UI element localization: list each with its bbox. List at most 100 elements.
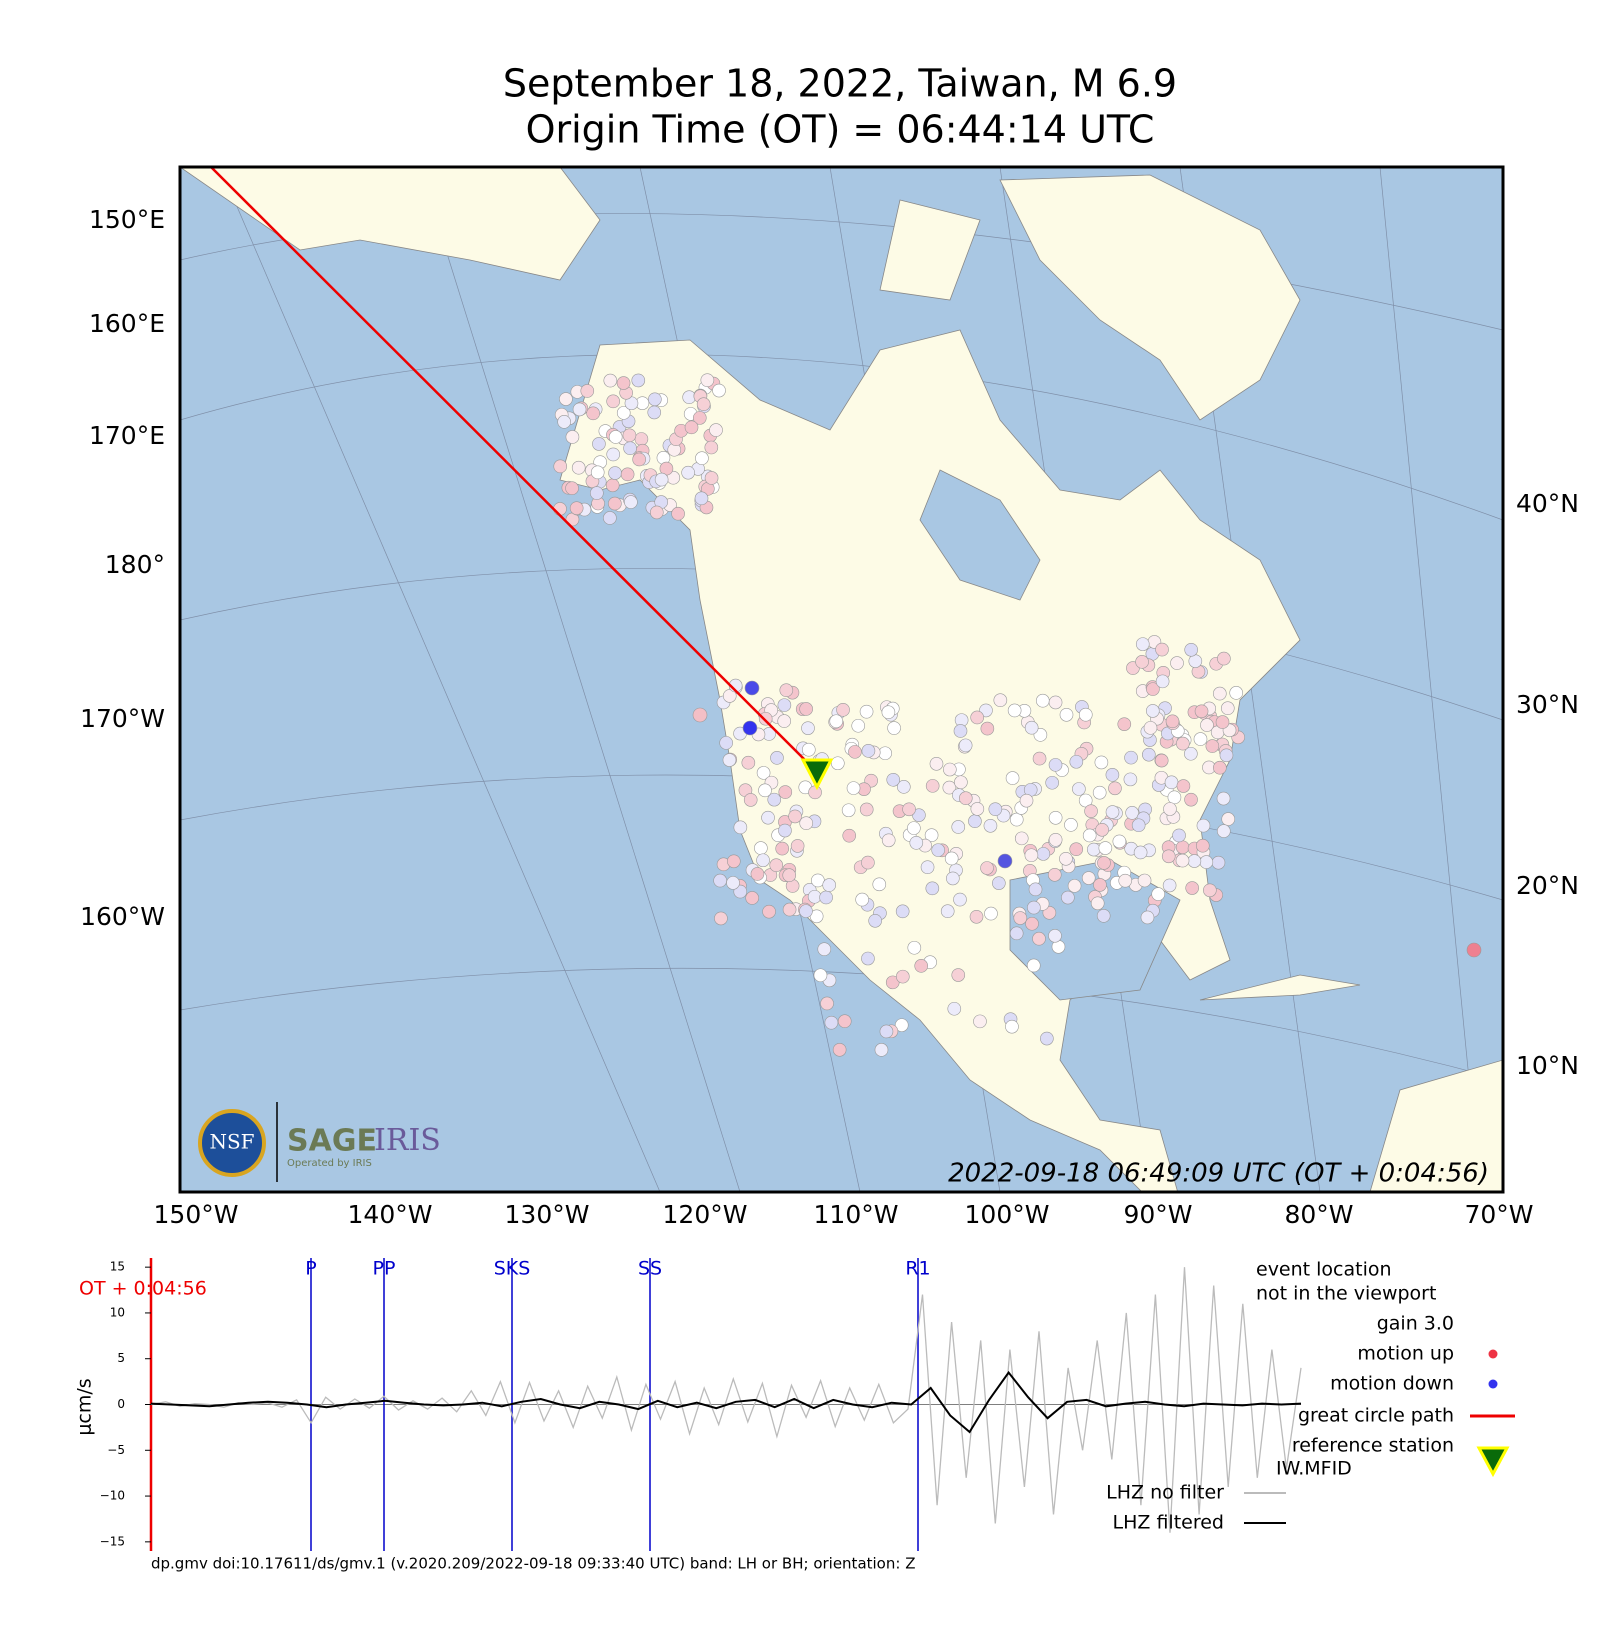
station-marker	[811, 873, 825, 888]
station-marker	[1005, 771, 1020, 785]
legend-text: event location	[1256, 1259, 1392, 1281]
station-marker	[1203, 883, 1217, 898]
station-marker	[603, 373, 618, 388]
station-marker	[1184, 642, 1198, 657]
station-marker	[799, 702, 813, 716]
land	[180, 167, 1503, 1192]
station-marker	[606, 394, 620, 409]
station-marker	[894, 1018, 909, 1032]
station-marker	[754, 841, 768, 855]
station-marker	[620, 467, 635, 482]
station-marker	[1219, 748, 1234, 763]
station-marker	[958, 738, 973, 753]
station-marker	[1009, 812, 1024, 827]
station-marker	[887, 721, 901, 735]
station-marker	[569, 501, 584, 515]
legend-text: motion down	[1330, 1373, 1454, 1395]
station-marker	[1229, 686, 1244, 700]
station-marker	[770, 751, 784, 765]
lon-label: 70°W	[1464, 1200, 1533, 1229]
station-marker	[741, 755, 756, 770]
station-marker	[692, 411, 707, 425]
legend-text: LHZ no filter	[1106, 1482, 1224, 1504]
station-marker	[1216, 824, 1231, 838]
station-marker	[1216, 791, 1231, 806]
title: September 18, 2022, Taiwan, M 6.9	[503, 62, 1177, 106]
station-marker	[1036, 847, 1051, 861]
station-marker	[1024, 848, 1039, 863]
station-marker	[623, 441, 637, 455]
station-marker	[1176, 779, 1191, 793]
station-marker	[851, 718, 866, 733]
station-marker	[1193, 732, 1208, 746]
station-marker	[993, 693, 1008, 708]
station-marker	[603, 511, 617, 525]
station-marker	[947, 1001, 962, 1016]
phase-label: PP	[373, 1258, 396, 1280]
station-marker	[1048, 695, 1063, 710]
station-marker	[565, 430, 580, 444]
station-marker	[841, 803, 856, 818]
lon-label: 140°W	[348, 1200, 433, 1229]
legend-text: motion up	[1357, 1343, 1454, 1365]
station-marker	[590, 486, 604, 500]
station-marker	[695, 451, 709, 466]
station-marker	[1205, 739, 1220, 753]
station-marker	[1026, 958, 1041, 973]
station-marker	[1145, 704, 1160, 718]
station-marker	[1176, 736, 1190, 751]
lon-label: 80°W	[1284, 1200, 1353, 1229]
lon-label: 150°W	[154, 1200, 239, 1229]
station-marker	[895, 904, 910, 919]
station-marker	[931, 843, 945, 857]
y-tick-label: 10	[110, 1305, 125, 1319]
station-marker	[1154, 753, 1169, 768]
station-marker	[572, 402, 587, 417]
station-marker	[997, 853, 1013, 869]
station-marker	[704, 471, 719, 485]
station-marker	[1118, 873, 1133, 888]
station-marker	[719, 736, 733, 750]
station-marker	[920, 860, 935, 874]
lat-label: 30°N	[1516, 690, 1579, 719]
station-marker	[1187, 854, 1202, 868]
station-marker	[1069, 754, 1084, 769]
station-marker	[1215, 715, 1230, 729]
station-marker	[758, 711, 773, 726]
station-marker	[1024, 720, 1039, 735]
station-marker	[1047, 867, 1062, 882]
station-marker	[992, 876, 1006, 890]
station-marker	[709, 423, 723, 437]
station-marker	[647, 405, 662, 420]
station-marker	[1155, 642, 1169, 657]
station-marker	[1105, 805, 1120, 819]
station-marker	[1019, 793, 1034, 808]
station-marker	[1084, 804, 1098, 818]
station-marker	[1090, 896, 1105, 911]
station-marker	[778, 785, 793, 799]
station-marker	[909, 836, 924, 850]
station-marker	[925, 779, 940, 793]
station-marker	[727, 854, 741, 869]
station-marker	[1045, 775, 1059, 790]
station-marker	[1184, 792, 1198, 807]
lat-label: 20°N	[1516, 871, 1579, 900]
station-marker	[1220, 701, 1235, 716]
station-marker	[848, 745, 862, 759]
station-marker	[951, 968, 966, 982]
station-marker	[801, 721, 815, 735]
station-marker	[868, 913, 882, 928]
station-marker	[632, 452, 646, 467]
station-marker	[586, 406, 600, 421]
station-marker	[1032, 931, 1046, 946]
sage-text: SAGE	[287, 1124, 377, 1159]
station-marker	[1163, 802, 1177, 816]
station-marker	[767, 792, 782, 807]
station-marker	[1162, 878, 1177, 893]
station-marker	[980, 721, 995, 736]
station-marker	[777, 714, 792, 728]
station-marker	[1105, 768, 1120, 782]
station-marker	[758, 783, 772, 798]
station-marker	[590, 465, 605, 480]
station-marker	[925, 881, 940, 896]
